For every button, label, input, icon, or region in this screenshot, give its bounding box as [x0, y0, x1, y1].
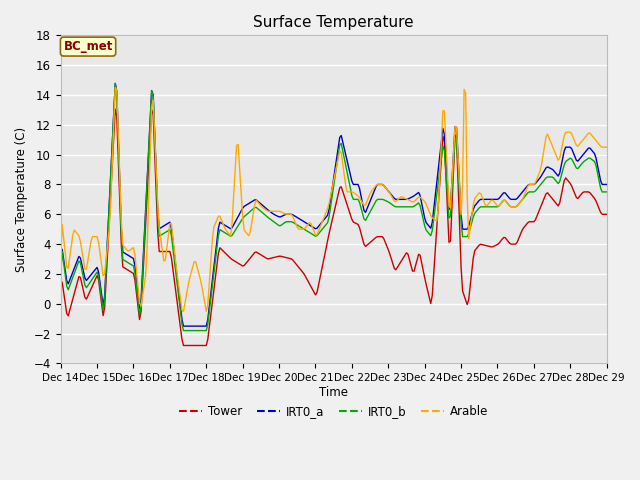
Tower — [111, 106, 119, 112]
IRT0_b — [72, 266, 79, 272]
IRT0_a — [401, 196, 409, 202]
X-axis label: Time: Time — [319, 386, 348, 399]
Arable — [180, 309, 188, 314]
Arable — [111, 84, 119, 90]
Tower — [371, 236, 378, 241]
Arable — [160, 258, 168, 264]
IRT0_a — [389, 194, 397, 200]
IRT0_b — [180, 328, 188, 334]
IRT0_b — [57, 272, 65, 277]
IRT0_a — [111, 81, 119, 86]
Tower — [180, 343, 188, 348]
Tower — [401, 252, 409, 258]
Arable — [539, 153, 547, 158]
IRT0_b — [371, 201, 378, 206]
Arable — [57, 258, 65, 264]
Arable — [401, 195, 409, 201]
Tower — [389, 261, 397, 266]
Line: Arable: Arable — [61, 87, 607, 312]
Tower — [603, 211, 611, 217]
IRT0_b — [111, 81, 119, 86]
IRT0_b — [389, 202, 397, 208]
Tower — [72, 285, 79, 291]
Line: IRT0_a: IRT0_a — [61, 84, 607, 326]
Arable — [389, 195, 397, 201]
Tower — [160, 249, 168, 254]
IRT0_b — [401, 204, 409, 210]
IRT0_a — [603, 181, 611, 187]
IRT0_a — [57, 271, 65, 277]
IRT0_a — [371, 187, 378, 193]
IRT0_a — [539, 170, 547, 176]
Legend: Tower, IRT0_a, IRT0_b, Arable: Tower, IRT0_a, IRT0_b, Arable — [174, 401, 493, 423]
Arable — [603, 144, 611, 150]
Arable — [371, 184, 378, 190]
Line: Tower: Tower — [61, 109, 607, 346]
Y-axis label: Surface Temperature (C): Surface Temperature (C) — [15, 127, 28, 272]
IRT0_b — [539, 179, 547, 184]
Arable — [72, 229, 79, 235]
Tower — [57, 288, 65, 293]
Text: BC_met: BC_met — [63, 40, 113, 53]
IRT0_a — [160, 223, 168, 229]
IRT0_b — [160, 230, 168, 236]
Line: IRT0_b: IRT0_b — [61, 84, 607, 331]
IRT0_a — [72, 262, 79, 267]
Tower — [539, 198, 547, 204]
Title: Surface Temperature: Surface Temperature — [253, 15, 414, 30]
IRT0_a — [180, 323, 188, 329]
IRT0_b — [603, 189, 611, 195]
